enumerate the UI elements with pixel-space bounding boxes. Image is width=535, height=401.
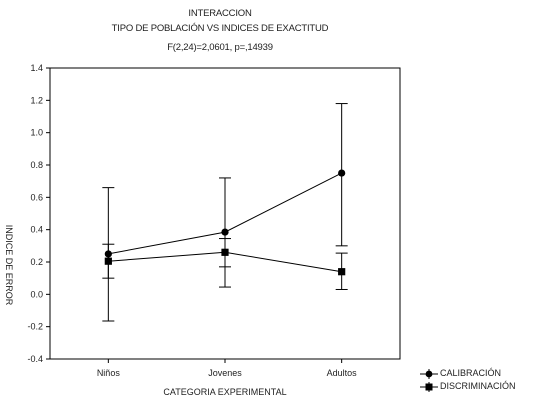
y-tick-label: 1.4 [30, 63, 43, 73]
data-point-discriminacion [104, 257, 112, 265]
data-point-discriminacion [221, 248, 229, 256]
chart-stat-text: F(2,24)=2,0601, p=,14939 [167, 42, 273, 53]
legend-label-discriminacion: DISCRIMINACIÓN [440, 381, 516, 391]
x-tick-label: Jovenes [208, 368, 242, 378]
y-tick-label: -0.4 [27, 354, 43, 364]
x-tick-label: Niños [97, 368, 121, 378]
x-tick-label: Adultos [327, 368, 358, 378]
chart-title: INTERACCION [188, 8, 252, 19]
y-tick-label: -0.2 [27, 322, 43, 332]
y-axis-label: INDICE DE ERROR [4, 224, 14, 306]
legend-label-calibracion: CALIBRACIÓN [440, 368, 502, 378]
circle-marker-icon [420, 368, 438, 379]
legend-item-calibracion: CALIBRACIÓN [420, 368, 501, 379]
data-point-calibracion [338, 169, 346, 177]
y-tick-label: 0.6 [30, 192, 43, 202]
y-tick-label: 0.2 [30, 257, 43, 267]
data-point-discriminacion [338, 268, 346, 276]
y-tick-label: 1.2 [30, 95, 43, 105]
y-tick-label: 0.8 [30, 160, 43, 170]
legend-item-discriminacion: DISCRIMINACIÓN [420, 381, 516, 392]
y-tick-label: 0.4 [30, 225, 43, 235]
chart-subtitle: TIPO DE POBLACIÓN VS INDICES DE EXACTITU… [111, 23, 329, 34]
y-axis-label-wrap: INDICE DE ERROR [2, 225, 16, 370]
square-marker-icon [420, 381, 438, 392]
data-point-calibracion [221, 228, 229, 236]
y-tick-label: 0.0 [30, 289, 43, 299]
y-tick-label: 1.0 [30, 128, 43, 138]
x-axis-label: CATEGORIA EXPERIMENTAL [163, 387, 287, 397]
